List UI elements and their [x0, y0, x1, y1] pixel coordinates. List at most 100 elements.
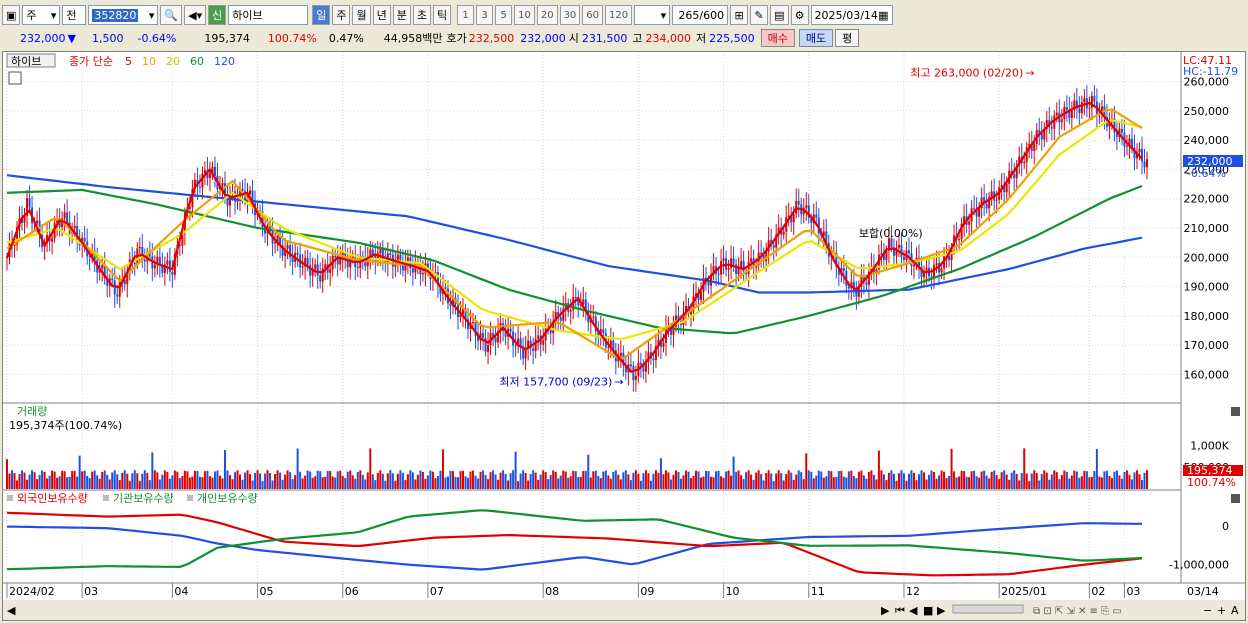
- candle-body: [865, 282, 868, 285]
- volume-bar: [502, 470, 505, 489]
- candle-body: [1025, 147, 1028, 162]
- period-button-6[interactable]: 틱: [432, 5, 452, 25]
- draw-icon[interactable]: ✎: [750, 5, 769, 25]
- speaker-icon[interactable]: ◀▾: [184, 5, 207, 25]
- candle-body: [684, 306, 687, 313]
- new-badge: 신: [208, 5, 227, 25]
- market-select[interactable]: 주 ▾: [22, 5, 61, 25]
- volume-bar: [890, 470, 893, 489]
- volume-bar: [762, 480, 765, 489]
- volume-bar: [116, 474, 119, 489]
- interval-button-2[interactable]: 5: [495, 5, 513, 25]
- interval-select[interactable]: ▾: [634, 5, 671, 25]
- volume-bar: [539, 474, 542, 489]
- candle-body: [133, 262, 136, 264]
- interval-button-3[interactable]: 10: [514, 5, 535, 25]
- period-button-1[interactable]: 주: [332, 5, 351, 25]
- candle-body: [1003, 185, 1006, 193]
- candle-body: [436, 272, 439, 285]
- candle-body: [1146, 158, 1148, 168]
- volume-bar: [837, 471, 840, 489]
- volume-bar: [998, 479, 1001, 489]
- crosshair-icon[interactable]: ⊞: [730, 5, 749, 25]
- stock-label: 하이브: [11, 54, 41, 68]
- volume-bar: [830, 471, 833, 489]
- volume-bar: [336, 471, 339, 489]
- candle-body: [1090, 95, 1093, 108]
- scroll-left-icon: ◀: [7, 604, 16, 617]
- date-field[interactable]: 2025/03/14 ▦: [810, 5, 893, 25]
- interval-button-6[interactable]: 60: [582, 5, 604, 25]
- candle-body: [181, 232, 184, 246]
- chart-svg[interactable]: 160,000 170,000 180,000 190,000 200,000 210,0…: [3, 52, 1245, 620]
- candle-body: [1088, 107, 1091, 109]
- period-button-5[interactable]: 초: [412, 5, 431, 25]
- ma-legend: 5 10 20 60 120: [125, 55, 235, 68]
- period-button-0[interactable]: 일: [312, 5, 331, 25]
- candle-body: [396, 254, 399, 264]
- trade-amount: 44,958백만: [383, 32, 443, 45]
- candle-body: [336, 257, 339, 265]
- ma120-line: [6, 174, 1143, 294]
- volume-bar: [261, 481, 264, 489]
- candle-body: [705, 277, 708, 281]
- buy-button[interactable]: 매수: [760, 29, 795, 47]
- chart-area[interactable]: 160,000 170,000 180,000 190,000 200,000 210,0…: [2, 51, 1246, 621]
- candle-body: [356, 267, 359, 269]
- candle-body: [1068, 109, 1071, 118]
- candle-body: [597, 331, 600, 337]
- volume-bar: [587, 454, 590, 489]
- candle-body: [782, 231, 785, 235]
- volume-bar: [627, 474, 630, 489]
- stock-code-input[interactable]: 352820 ▾: [88, 5, 159, 25]
- volume-bar: [905, 480, 908, 489]
- candle-body: [592, 316, 595, 318]
- window-icon[interactable]: ▣: [2, 5, 21, 25]
- volume-bar: [692, 475, 695, 489]
- candle-body: [304, 257, 307, 267]
- volume-bar: [1100, 477, 1103, 489]
- stock-name: 하이브: [232, 9, 263, 22]
- candle-body: [700, 291, 703, 300]
- volume-bar: [1143, 472, 1146, 489]
- candle-body: [1040, 133, 1043, 140]
- candle-body: [880, 253, 883, 255]
- candle-body: [464, 308, 467, 320]
- volume-bar: [810, 471, 813, 489]
- candle-body: [760, 252, 763, 255]
- save-icon[interactable]: ▤: [770, 5, 789, 25]
- volume-bar: [872, 474, 875, 489]
- holding-legend-item: 외국인보유수량: [17, 492, 88, 505]
- volume-bar: [609, 478, 612, 489]
- interval-button-1[interactable]: 3: [476, 5, 494, 25]
- interval-button-7[interactable]: 120: [605, 5, 633, 25]
- volume-bar: [622, 472, 625, 489]
- interval-button-5[interactable]: 30: [559, 5, 581, 25]
- volume-bar: [121, 472, 124, 489]
- volume-bar: [918, 474, 920, 489]
- count-field[interactable]: 265/600: [672, 5, 729, 25]
- candle-body: [411, 268, 414, 273]
- candle-body: [882, 253, 885, 261]
- candle-body: [722, 258, 725, 261]
- prev-button[interactable]: 전: [62, 5, 87, 25]
- candle-body: [163, 264, 166, 273]
- extra-button[interactable]: 평: [835, 29, 860, 47]
- gear-icon[interactable]: ⚙: [790, 5, 809, 25]
- stock-name-field[interactable]: 하이브: [228, 5, 309, 25]
- period-button-2[interactable]: 월: [352, 5, 371, 25]
- candle-body: [366, 259, 369, 267]
- scroll-thumb: [952, 604, 1024, 614]
- candle-body: [487, 345, 490, 352]
- candle-body: [547, 326, 550, 328]
- candle-body: [582, 299, 585, 305]
- volume-bar: [1115, 470, 1118, 489]
- sell-button[interactable]: 매도: [798, 29, 834, 47]
- volume-bar: [36, 479, 39, 489]
- interval-button-0[interactable]: 1: [457, 5, 475, 25]
- period-button-3[interactable]: 년: [372, 5, 391, 25]
- search-icon[interactable]: 🔍: [160, 5, 183, 25]
- period-button-4[interactable]: 분: [392, 5, 411, 25]
- interval-button-4[interactable]: 20: [536, 5, 558, 25]
- candle-body: [524, 349, 527, 359]
